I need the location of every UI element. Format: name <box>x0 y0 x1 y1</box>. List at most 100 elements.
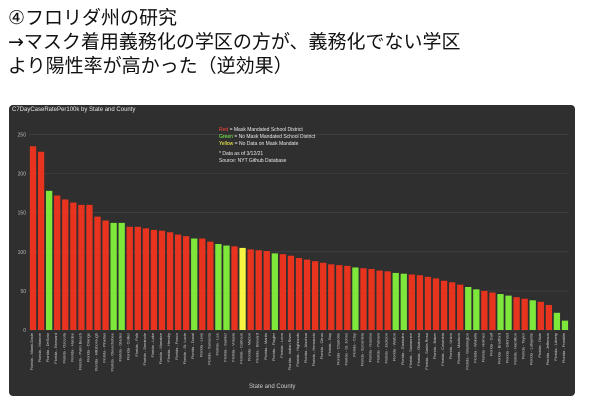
bar-10 <box>110 222 117 330</box>
x-tick-label-24: Florida - Sumter <box>222 332 227 361</box>
x-tick-label-64: Florida - Jefferson <box>545 333 550 365</box>
bar-23 <box>215 244 222 330</box>
bar-57 <box>489 292 496 330</box>
x-tick-label-1: Florida - Monroe <box>37 332 42 362</box>
x-tick-label-15: Florida - Lake <box>150 332 155 357</box>
x-tick-label-17: Florida - Hendry <box>166 333 171 362</box>
x-tick-label-25: Florida - Volusia <box>231 332 236 361</box>
bar-20 <box>191 238 198 330</box>
bar-42 <box>368 269 375 330</box>
x-tick-label-50: Florida - Baker <box>432 332 437 359</box>
x-tick-label-66: Florida - Franklin <box>561 333 566 363</box>
x-tick-label-27: Florida - Marion <box>247 333 252 361</box>
chart-image[interactable]: 0 50 100 150 200 250 Florida - Miami-Dade Flori… <box>9 105 575 396</box>
x-tick-label-46: Florida - Gadsden <box>400 333 405 365</box>
bar-46 <box>400 273 407 330</box>
bar-34 <box>303 259 311 330</box>
x-tick-label-6: Florida - Palm Beach <box>77 333 82 370</box>
x-tick-label-45: Florida - Walton <box>392 333 397 361</box>
y-tick-label-5: 250 <box>18 133 27 139</box>
x-tick-label-61: Florida - Taylor <box>521 332 526 359</box>
x-tick-label-49: Florida - Santa Rosa <box>424 332 429 369</box>
x-tick-label-12: Florida - Collier <box>126 332 131 360</box>
bar-3 <box>54 195 61 330</box>
y-tick-label-3: 150 <box>18 211 27 217</box>
bar-62 <box>529 300 536 330</box>
x-tick-label-56: Florida - Holmes <box>480 333 485 362</box>
x-tick-label-39: Florida - St. Johns <box>343 333 348 365</box>
bar-47 <box>408 274 415 330</box>
bar-65 <box>553 312 561 330</box>
bar-39 <box>344 265 351 330</box>
bar-25 <box>231 246 238 330</box>
bar-44 <box>384 271 391 330</box>
x-tick-label-34: Florida - Alachua <box>303 332 308 363</box>
x-tick-label-63: Florida - Dixie <box>537 332 542 357</box>
bar-43 <box>376 270 383 330</box>
x-tick-label-4: Florida - Osceola <box>61 332 66 363</box>
x-tick-label-36: Florida - Citrus <box>319 333 324 359</box>
x-tick-label-18: Florida - Pasco <box>174 332 179 360</box>
legend-key-green: Green <box>219 134 233 140</box>
legend-label-red: = Mask Mandated School District <box>228 127 303 133</box>
bar-56 <box>481 290 488 330</box>
x-tick-label-58: Florida - Bradford <box>496 333 501 364</box>
x-tick-label-44: Florida - Jackson <box>384 333 389 363</box>
bar-32 <box>287 255 295 330</box>
bar-38 <box>336 265 343 330</box>
y-tick-label-4: 200 <box>18 172 27 178</box>
bar-30 <box>271 253 278 330</box>
legend-entry-red: Red = Mask Mandated School District <box>219 127 315 134</box>
note-source: Source: NYT Github Database <box>219 158 287 164</box>
heading-line-3: より陽性率が高かった（逆効果） <box>8 55 293 77</box>
x-tick-label-62: Florida - Lafayette <box>529 332 534 365</box>
x-tick-label-14: Florida - Seminole <box>142 332 147 365</box>
tweet-text: ④フロリダ州の研究 →マスク着用義務化の学区の方が、義務化でない学区 より陽性率… <box>8 6 588 78</box>
bar-5 <box>70 202 77 330</box>
x-tick-label-10: Florida - Okeechobee <box>110 332 115 371</box>
x-tick-label-55: Florida - Wakulla <box>472 332 477 363</box>
y-tick-label-0: 0 <box>23 328 26 334</box>
bar-15 <box>150 229 158 330</box>
bar-59 <box>505 295 512 330</box>
x-tick-label-26: Florida - Calhoun <box>239 333 244 364</box>
bar-14 <box>142 228 150 330</box>
bar-33 <box>295 258 303 330</box>
x-tick-label-20: Florida - Duval <box>190 333 195 359</box>
bar-51 <box>440 280 448 330</box>
bar-12 <box>126 226 133 330</box>
x-tick-label-32: Florida - Indian River <box>287 332 292 370</box>
x-tick-label-59: Florida - Gilchrist <box>505 332 510 363</box>
bar-61 <box>521 298 528 330</box>
bar-16 <box>158 230 166 330</box>
bar-24 <box>223 245 230 330</box>
x-tick-label-65: Florida - Liberty <box>553 333 558 361</box>
bar-52 <box>448 282 456 330</box>
bar-11 <box>118 222 125 330</box>
x-tick-label-31: Florida - Leon <box>279 333 284 358</box>
bar-53 <box>457 284 464 330</box>
x-tick-label-54: Florida - Washington <box>464 333 469 370</box>
bar-31 <box>279 254 287 330</box>
x-tick-label-41: Florida - Escambia <box>359 332 364 366</box>
bar-37 <box>328 264 335 330</box>
x-tick-label-5: Florida - Hardee <box>69 332 74 362</box>
bar-19 <box>183 236 190 330</box>
bar-7 <box>86 204 93 330</box>
legend-label-yellow: = No Data on Mask Mandate <box>233 141 299 147</box>
x-tick-label-30: Florida - Flagler <box>271 332 276 361</box>
legend-key-yellow: Yellow <box>219 141 234 147</box>
bar-54 <box>465 287 472 330</box>
bar-8 <box>94 216 101 330</box>
bar-26 <box>239 247 246 330</box>
bar-58 <box>497 294 504 330</box>
x-tick-label-53: Florida - Madison <box>456 333 461 364</box>
bar-35 <box>311 261 319 330</box>
x-tick-label-22: Florida - Sarasota <box>206 332 211 365</box>
x-tick-label-23: Florida - Lee <box>214 332 219 355</box>
legend-entry-green: Green = No Mask Mandated School District <box>219 134 315 141</box>
bar-49 <box>424 276 432 330</box>
legend-entry-yellow: Yellow = No Data on Mask Mandate <box>219 141 315 148</box>
chart-title: C7DayCaseRatePer100k by State and County <box>12 107 136 113</box>
